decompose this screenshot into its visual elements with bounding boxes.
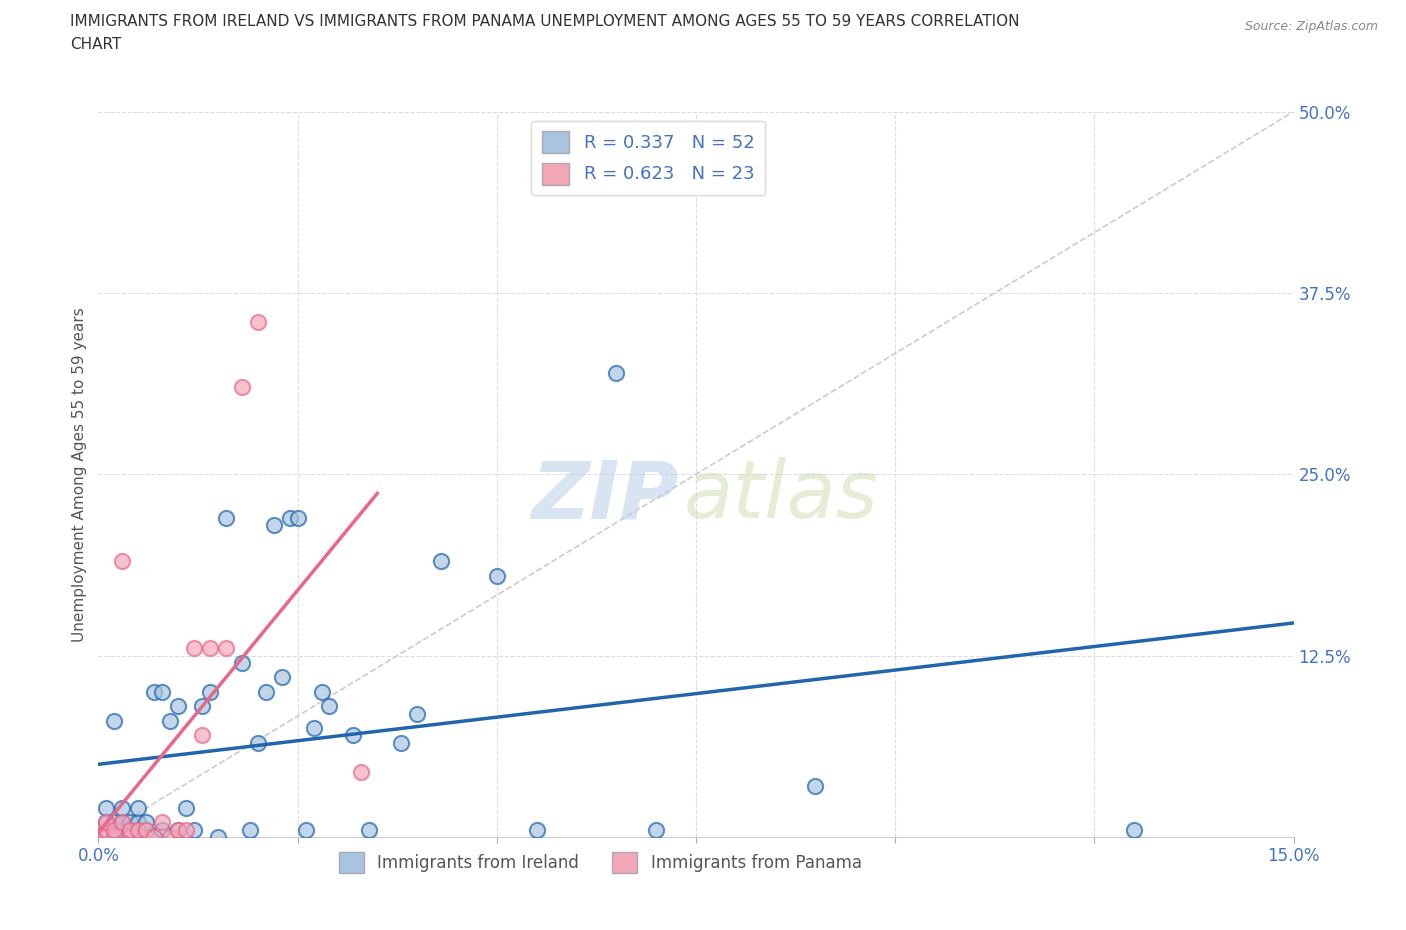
Point <box>96 822 118 837</box>
Point <box>350 764 373 779</box>
Point <box>207 830 229 844</box>
Point <box>342 728 364 743</box>
Text: IMMIGRANTS FROM IRELAND VS IMMIGRANTS FROM PANAMA UNEMPLOYMENT AMONG AGES 55 TO : IMMIGRANTS FROM IRELAND VS IMMIGRANTS FR… <box>70 14 1019 29</box>
Point <box>215 641 238 656</box>
Point <box>111 801 134 816</box>
Legend: R = 0.337   N = 52, R = 0.623   N = 23: R = 0.337 N = 52, R = 0.623 N = 23 <box>531 121 765 195</box>
Point <box>96 801 118 816</box>
Point <box>254 684 277 699</box>
Point <box>302 721 325 736</box>
Point <box>263 518 285 533</box>
Point <box>143 684 166 699</box>
Point <box>127 822 149 837</box>
Point <box>246 314 269 329</box>
Point <box>389 736 412 751</box>
Point <box>127 815 149 830</box>
Point <box>167 822 190 837</box>
Point <box>167 699 190 714</box>
Point <box>159 830 181 844</box>
Point <box>120 815 142 830</box>
Text: Source: ZipAtlas.com: Source: ZipAtlas.com <box>1244 20 1378 33</box>
Point <box>103 830 125 844</box>
Point <box>174 801 197 816</box>
Point <box>359 822 381 837</box>
Point <box>120 822 142 837</box>
Point <box>103 822 125 837</box>
Point <box>526 822 548 837</box>
Point <box>150 815 173 830</box>
Point <box>485 568 508 583</box>
Point <box>127 822 149 837</box>
Text: ZIP: ZIP <box>530 457 678 535</box>
Point <box>143 830 166 844</box>
Point <box>287 511 309 525</box>
Point <box>406 706 429 721</box>
Text: atlas: atlas <box>685 457 879 535</box>
Point <box>167 822 190 837</box>
Point <box>127 801 149 816</box>
Point <box>804 778 827 793</box>
Point <box>198 641 221 656</box>
Point <box>278 511 301 525</box>
Point <box>111 815 134 830</box>
Point <box>120 830 142 844</box>
Point <box>135 815 157 830</box>
Point <box>430 554 453 569</box>
Point <box>150 684 173 699</box>
Point <box>294 822 316 837</box>
Point <box>135 822 157 837</box>
Point <box>103 815 125 830</box>
Point <box>191 728 214 743</box>
Point <box>1123 822 1146 837</box>
Point <box>246 736 269 751</box>
Point <box>111 822 134 837</box>
Y-axis label: Unemployment Among Ages 55 to 59 years: Unemployment Among Ages 55 to 59 years <box>72 307 87 642</box>
Point <box>103 713 125 728</box>
Point <box>96 822 118 837</box>
Point <box>111 554 134 569</box>
Point <box>645 822 668 837</box>
Point <box>120 822 142 837</box>
Point <box>231 379 253 394</box>
Text: CHART: CHART <box>70 37 122 52</box>
Point <box>159 713 181 728</box>
Point <box>143 830 166 844</box>
Point <box>215 511 238 525</box>
Point <box>318 699 340 714</box>
Point <box>111 815 134 830</box>
Point <box>174 822 197 837</box>
Point <box>311 684 333 699</box>
Point <box>135 822 157 837</box>
Point <box>183 641 205 656</box>
Point <box>198 684 221 699</box>
Point <box>150 822 173 837</box>
Point <box>231 656 253 671</box>
Point <box>191 699 214 714</box>
Point <box>183 822 205 837</box>
Point <box>103 822 125 837</box>
Point <box>96 830 118 844</box>
Point <box>96 815 118 830</box>
Point <box>96 815 118 830</box>
Point <box>239 822 262 837</box>
Point <box>605 365 627 380</box>
Point <box>270 670 292 684</box>
